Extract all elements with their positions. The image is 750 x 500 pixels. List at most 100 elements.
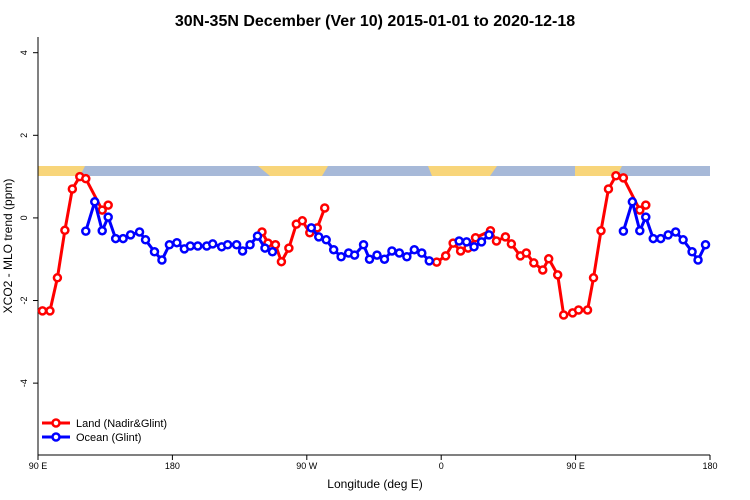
point [655,233,666,244]
point [394,248,405,258]
point [245,240,255,250]
point [537,265,548,275]
point [573,305,584,315]
point [125,230,136,240]
series-line [42,174,647,317]
point [387,246,397,256]
x-tick-label: 180 [165,461,180,471]
point [372,250,382,260]
x-tick-label: 90 E [29,461,48,471]
point [491,236,502,246]
point [678,235,688,245]
point [110,233,121,244]
point [700,240,711,250]
point [37,306,48,316]
point [521,248,532,258]
y-tick-label: 0 [19,215,29,220]
point [207,239,218,249]
point [558,310,569,320]
point [641,200,651,210]
x-axis-label: Longitude (deg E) [327,477,422,491]
point [313,232,324,242]
point [402,251,412,262]
point [582,305,593,315]
point [306,223,317,233]
point [648,233,659,244]
point [284,243,294,253]
point [454,236,464,246]
y-tick-label: 2 [19,133,29,138]
point [364,254,375,264]
point [222,240,233,250]
point [476,237,487,247]
point [103,212,113,222]
point [484,230,494,240]
point [67,184,78,194]
point [60,225,70,236]
point [417,248,427,258]
point [118,233,128,244]
point [193,241,203,251]
point [134,227,145,237]
point [627,197,638,207]
point [588,273,599,283]
point [252,231,263,241]
chart-title: 30N-35N December (Ver 10) 2015-01-01 to … [175,13,575,30]
point [603,184,614,194]
y-tick-label: 4 [19,50,29,55]
point [81,173,91,184]
y-tick-label: -4 [19,379,29,387]
x-tick-label: 90 W [296,461,318,471]
y-axis-label: XCO2 - MLO trend (ppm) [1,179,15,314]
point [276,256,287,267]
point [89,197,100,207]
point [663,230,673,240]
point [693,255,703,265]
point [687,247,697,257]
point [260,243,270,253]
point [596,225,606,236]
point [358,240,369,250]
point [618,226,629,236]
point [185,241,196,251]
point [611,171,621,181]
x-tick-label: 0 [439,461,444,471]
point [506,239,517,249]
point [455,246,466,256]
x-tick-label: 180 [702,461,717,471]
point [321,235,331,245]
legend-marker [51,418,61,428]
point [237,246,248,256]
point [500,232,511,242]
point [45,306,55,316]
point [267,247,278,257]
point [461,237,472,247]
point [319,203,330,213]
point [431,257,442,267]
point [409,244,420,255]
point [97,225,107,236]
point [543,254,554,264]
point [529,258,539,268]
point [297,216,308,226]
point [164,240,175,250]
point [157,255,167,265]
point [149,247,160,257]
point [379,254,390,264]
point [103,200,113,210]
legend-label: Land (Nadir&Glint) [76,418,167,430]
point [440,251,451,261]
point [469,242,479,252]
land-ocean-strip [38,166,710,176]
point [635,225,645,236]
point [140,235,151,245]
point [52,273,63,283]
point [424,256,435,266]
point [172,237,182,248]
point [470,232,481,243]
legend-label: Ocean (Glint) [76,432,141,444]
point [635,205,645,215]
point [670,227,681,237]
point [81,226,91,236]
